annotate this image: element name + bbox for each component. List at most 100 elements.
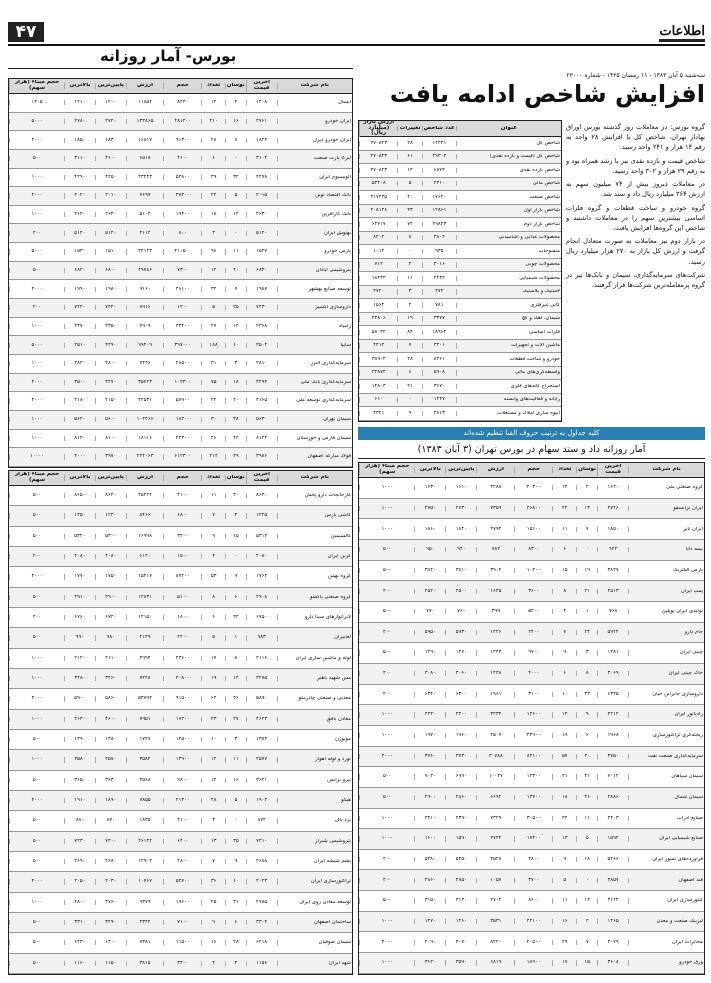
column-header: بالاترین xyxy=(414,467,445,473)
cell-value: ۷۹۰۹ xyxy=(125,323,164,330)
cell-value: ۳۹ xyxy=(201,174,225,180)
cell-value: ۹۴۰ xyxy=(445,547,476,553)
row-label: داروسازی جابرابن حیان xyxy=(628,691,704,697)
cell-value: ۳ xyxy=(201,230,225,236)
column-header: نوسان xyxy=(225,83,245,89)
cell-value: ۲۴۰۰ xyxy=(514,629,552,636)
row-label: بانک اقتصاد نوین xyxy=(276,193,352,199)
cell-value: ۳۵۳۱ xyxy=(476,919,514,925)
cell-value: ۱۰۰۰ xyxy=(359,505,414,512)
cell-value: ۷۴۳۰ xyxy=(245,305,277,311)
row-label: لیزینگ صنعت و معدن xyxy=(628,919,704,925)
cell-value: ۲۰۰۰ xyxy=(9,193,64,199)
cell-value: ۲۲ xyxy=(552,505,576,512)
cell-value: ۴۱۲۹ xyxy=(125,635,164,641)
table-row: نورد و لوله اهواز ۲۵۷۷ ۱۱ ۱۴ ۱۳۹۰۰ ۳۵۸۲ ۲۵۷۰ ۲۵… xyxy=(9,750,352,771)
table-row: چینی ایران ۱۲۸۱ ۳ ۹ ۹۷۰۰ ۱۲۴۳ ۱۲۷۰ ۱۲۹۰ ۵۰۰ xyxy=(359,643,704,664)
table-row: سیمان تهران ۵۶۳۰ ۳۸ ۳۰ ۱۸۲۰۰ ۱۰۲۴۶۶ ۵۶۰۰ ۵۶۴۰ ۱۰… xyxy=(9,410,352,430)
cell-value: ۱۹۸۷ xyxy=(245,286,277,292)
cell-value: ۲۱۷۴۳۵ xyxy=(359,194,397,200)
cell-value: ۸۲۱۰۰ xyxy=(514,753,552,759)
cell-value: ۶۲۷۱۷ xyxy=(359,221,397,227)
table-row: موتوژن ۱۳۸۲ ۳ ۱۰ ۱۲۵۰۰ ۱۷۲۷ ۱۳۸۰ ۱۳۹۰ ۵۰۰ xyxy=(9,730,352,751)
table-row: ماشین آلات و تجهیزات ۳۲۰۱ ۷ ۴۲۱۲ xyxy=(359,339,561,354)
cell-value: ۲۲۹۰۰ xyxy=(514,733,552,739)
row-label: شاخص بازار اول xyxy=(455,208,561,214)
cell-value: ۱ xyxy=(225,635,246,641)
column-header: حجم مبناء (هزار سهم) xyxy=(9,80,64,92)
cell-value: ۰ xyxy=(225,554,246,560)
cell-value: ۴ xyxy=(201,960,225,966)
table-row: زامیاد ۲۳۶۸ ۱۴ ۲۷ ۳۳۴۰۰ ۷۹۰۹ ۲۳۵۰ ۲۳۷۰ ۱۰۰۰ xyxy=(9,318,352,337)
cell-value: ۱۴۲۶ xyxy=(476,629,514,636)
cell-value: ۱۰۰۰ xyxy=(9,757,64,763)
cell-value: ۲۴۹۰ xyxy=(94,342,126,348)
cell-value: ۱۷۲۰۰ xyxy=(163,716,201,722)
row-label: توسعه صنایع بهشهر xyxy=(276,286,352,292)
column-header: ارزش بازار (میلیارد ریال) xyxy=(359,121,397,137)
cell-value: ۴۹۰۰ xyxy=(414,795,445,801)
cell-value: ۸ xyxy=(576,671,597,677)
cell-value: ۴۸۸۶ xyxy=(597,795,628,801)
cell-value: ۲۰۵۰ xyxy=(63,879,95,885)
cell-value: ۱۵ xyxy=(552,567,576,574)
cell-value: ۳۳۰۲ xyxy=(245,919,277,926)
paragraph: در بازار دوم نیز معاملات به صورت متعادل … xyxy=(566,237,705,266)
column-header: نام شرکت xyxy=(628,467,704,473)
table-row: ریخته‌گری تراکتورسازی ۱۹۶۸ ۶ ۱۹ ۲۲۹۰۰ ۴۵۰۷ ۱۹۶… xyxy=(359,726,704,747)
cell-value: ۱۵۴۱۷ xyxy=(125,574,164,580)
cell-value: ۱۵ xyxy=(576,960,597,966)
row-label: سیمان سپاهان xyxy=(628,774,704,780)
cell-value: ۴ xyxy=(552,609,576,615)
column-header: عدد شاخص xyxy=(421,125,456,132)
cell-value: ۷ xyxy=(397,343,421,349)
row-label: گروه صنعتی ملی xyxy=(628,485,704,491)
cell-value: ۹۳۵ xyxy=(421,248,456,254)
cell-value: ۲۷۰۸۴۳ xyxy=(359,167,397,173)
cell-value: ۱۹۶۸ xyxy=(597,733,628,739)
cell-value: ۱۵۱۰ xyxy=(94,249,126,255)
cell-value: ۲۸۰۰ xyxy=(94,361,126,367)
table-row: بهنوش ایران ۵۱۴۰ ۰ ۳ ۸۰۰ ۴۱۱۲ ۵۱۴۰ ۵۱۴۰ ۲۰۰ xyxy=(9,224,352,244)
cell-value: ۱۷۶۴۰ xyxy=(421,194,456,200)
cell-value: ۵۶۴۰ xyxy=(63,417,95,423)
cell-value: ۳۸ xyxy=(225,417,246,423)
row-label: سرمایه‌گذاری توسعه ملی xyxy=(276,398,352,404)
cell-value: ۴۱۱۲ xyxy=(125,230,164,236)
row-label: مس شهید باهنر xyxy=(276,676,352,682)
cell-value: ۱۶۹۹۸ xyxy=(125,533,164,539)
cell-value: ۱۶ xyxy=(225,118,246,125)
cell-value: ۵۱۴۰ xyxy=(94,230,126,236)
cell-value: ۵۹۰۸ xyxy=(421,370,456,376)
row-label: معادن بافق xyxy=(276,716,352,722)
cell-value: ۶۸۰۰ xyxy=(163,513,201,519)
cell-value: ۲۸۶۰ xyxy=(414,877,445,883)
cell-value: ۲۶۲۰ xyxy=(94,212,126,218)
cell-value: ۳۰۵۰۰ xyxy=(514,815,552,821)
cell-value: ۶۳۲۵ xyxy=(597,691,628,697)
cell-value: ۱۲۸۱ xyxy=(597,650,628,656)
cell-value: ۳۰۱۶ xyxy=(421,262,456,268)
cell-value: ۱۰۰۰ xyxy=(359,836,414,842)
row-label: انبوه سازی املاک و مستغلات xyxy=(455,410,561,417)
cell-value: ۵ xyxy=(225,193,246,199)
cell-value: ۸۷۴ xyxy=(245,818,277,824)
cell-value: ۱۰۰۰ xyxy=(359,815,414,821)
cell-value: ۳۵۹۰ xyxy=(445,960,476,966)
cell-value: ۵۶۰۰ xyxy=(94,417,126,423)
cell-value: ۱۲۱۵۰ xyxy=(125,615,164,621)
cell-value: ۸۲۶۱ xyxy=(421,356,456,363)
row-label: هپکو xyxy=(276,797,352,804)
cell-value: ۴۰۸۰ xyxy=(63,554,95,560)
cell-value: ۷۴۲۰ xyxy=(94,305,126,311)
table-row: کربن ایران ۴۰۸۰ ۰ ۴ ۱۵۰۰ ۶۱۲۰ ۴۰۸۰ ۴۰۸۰ ۲۰۰ xyxy=(9,546,352,568)
cell-value: ۲۷۴۰ xyxy=(359,289,397,295)
cell-value: ۴۵۲۰ xyxy=(414,588,445,594)
cell-value: ۲۸۵۷ xyxy=(597,877,628,883)
table-row: کانی غیرفلزی ۷۸۱ ۲ ۱۵۶۴ xyxy=(359,299,561,313)
row-label: فولاد مبارکه اصفهان xyxy=(276,454,352,460)
cell-value: ۰ xyxy=(397,248,421,254)
cell-value: ۲۰ xyxy=(225,398,246,404)
cell-value: ۵۳۰۰ xyxy=(94,533,126,539)
cell-value: ۲۰۰ xyxy=(9,305,64,311)
